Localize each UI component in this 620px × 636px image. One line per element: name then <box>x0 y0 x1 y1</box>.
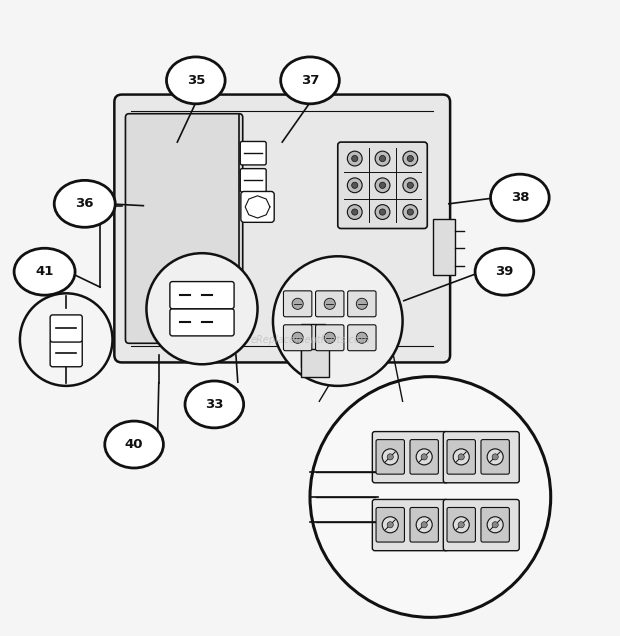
FancyBboxPatch shape <box>241 169 266 192</box>
FancyBboxPatch shape <box>50 340 82 367</box>
Circle shape <box>487 449 503 465</box>
Text: 33: 33 <box>205 398 224 411</box>
Circle shape <box>375 205 390 219</box>
Circle shape <box>375 151 390 166</box>
Circle shape <box>403 178 418 193</box>
Circle shape <box>403 205 418 219</box>
Bar <box>301 349 329 377</box>
Circle shape <box>352 182 358 188</box>
Circle shape <box>416 449 432 465</box>
FancyBboxPatch shape <box>114 95 450 363</box>
Ellipse shape <box>105 421 164 468</box>
Circle shape <box>492 522 498 528</box>
Circle shape <box>379 209 386 215</box>
FancyBboxPatch shape <box>125 114 242 343</box>
Bar <box>301 324 326 368</box>
FancyBboxPatch shape <box>316 291 344 317</box>
Circle shape <box>407 155 414 162</box>
FancyBboxPatch shape <box>410 439 438 474</box>
FancyBboxPatch shape <box>481 439 510 474</box>
Circle shape <box>382 516 398 533</box>
Ellipse shape <box>475 248 534 295</box>
Circle shape <box>324 298 335 309</box>
Circle shape <box>310 377 551 618</box>
Circle shape <box>375 178 390 193</box>
Circle shape <box>146 253 257 364</box>
Circle shape <box>20 293 112 386</box>
Text: 39: 39 <box>495 265 513 278</box>
Text: 38: 38 <box>511 191 529 204</box>
Text: 36: 36 <box>76 197 94 211</box>
FancyBboxPatch shape <box>443 432 519 483</box>
FancyBboxPatch shape <box>338 142 427 228</box>
Text: 35: 35 <box>187 74 205 87</box>
Text: 41: 41 <box>35 265 54 278</box>
FancyBboxPatch shape <box>50 315 82 342</box>
FancyBboxPatch shape <box>443 499 519 551</box>
Circle shape <box>352 155 358 162</box>
FancyBboxPatch shape <box>447 439 476 474</box>
Circle shape <box>382 449 398 465</box>
Circle shape <box>347 151 362 166</box>
FancyBboxPatch shape <box>481 508 510 542</box>
Circle shape <box>458 454 464 460</box>
FancyBboxPatch shape <box>376 508 404 542</box>
Text: 37: 37 <box>301 74 319 87</box>
Circle shape <box>453 449 469 465</box>
Circle shape <box>379 155 386 162</box>
Circle shape <box>421 522 427 528</box>
Circle shape <box>387 454 393 460</box>
Circle shape <box>416 516 432 533</box>
FancyBboxPatch shape <box>376 439 404 474</box>
FancyBboxPatch shape <box>316 325 344 350</box>
Circle shape <box>421 454 427 460</box>
Circle shape <box>492 454 498 460</box>
Circle shape <box>324 332 335 343</box>
Circle shape <box>453 516 469 533</box>
Circle shape <box>347 205 362 219</box>
Circle shape <box>487 516 503 533</box>
Circle shape <box>407 182 414 188</box>
Circle shape <box>356 332 368 343</box>
Ellipse shape <box>167 57 225 104</box>
FancyBboxPatch shape <box>373 432 448 483</box>
FancyBboxPatch shape <box>241 141 266 165</box>
FancyBboxPatch shape <box>373 499 448 551</box>
Ellipse shape <box>14 248 75 295</box>
FancyBboxPatch shape <box>348 291 376 317</box>
Circle shape <box>352 209 358 215</box>
Ellipse shape <box>490 174 549 221</box>
FancyBboxPatch shape <box>241 191 274 223</box>
FancyBboxPatch shape <box>283 325 312 350</box>
Bar <box>433 219 455 275</box>
Circle shape <box>292 332 303 343</box>
FancyBboxPatch shape <box>170 282 234 308</box>
FancyBboxPatch shape <box>170 308 234 336</box>
Circle shape <box>347 178 362 193</box>
FancyBboxPatch shape <box>283 291 312 317</box>
Circle shape <box>403 151 418 166</box>
Circle shape <box>273 256 402 386</box>
FancyBboxPatch shape <box>447 508 476 542</box>
Ellipse shape <box>185 381 244 428</box>
Ellipse shape <box>281 57 339 104</box>
FancyBboxPatch shape <box>348 325 376 350</box>
Circle shape <box>292 298 303 309</box>
FancyBboxPatch shape <box>410 508 438 542</box>
Ellipse shape <box>54 181 115 227</box>
Circle shape <box>387 522 393 528</box>
Text: eReplacementParts.com: eReplacementParts.com <box>250 335 370 345</box>
Circle shape <box>379 182 386 188</box>
Circle shape <box>356 298 368 309</box>
Circle shape <box>458 522 464 528</box>
Circle shape <box>407 209 414 215</box>
Text: 40: 40 <box>125 438 143 451</box>
